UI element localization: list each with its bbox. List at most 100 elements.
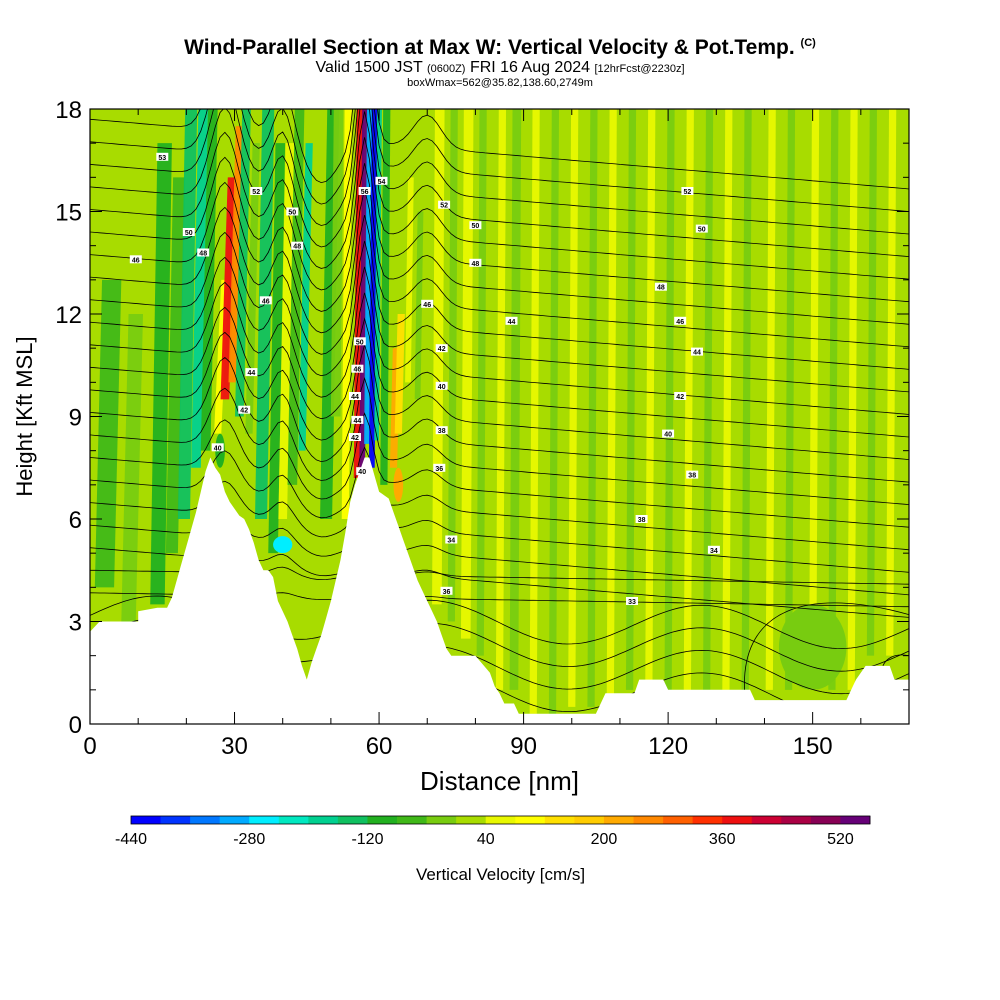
theta-label: 40 [662,429,675,439]
y-tick-label: 18 [55,97,82,124]
colorbar-swatch [810,816,841,824]
velocity-streak-45 [703,109,714,690]
theta-label: 44 [245,368,258,377]
velocity-streak-38 [568,109,579,707]
colorbar-swatch [160,816,191,824]
theta-label-text: 44 [351,394,359,401]
theta-label: 52 [438,200,451,210]
theta-label: 44 [691,347,703,357]
theta-label: 48 [469,258,482,268]
theta-label-bg [129,255,142,264]
theta-label: 52 [250,187,263,196]
theta-label-text: 48 [199,251,207,258]
velocity-streak-34 [495,109,507,690]
theta-label: 46 [351,364,364,374]
theta-label-bg [211,443,224,452]
colorbar-swatch [485,816,516,824]
theta-label-bg [695,224,708,233]
theta-label-text: 50 [472,223,480,230]
theta-label-text: 44 [354,418,362,425]
theta-label-bg [654,282,667,291]
theta-label-bg [686,470,699,479]
colorbar-swatch [249,816,280,824]
theta-contour-line [90,343,909,483]
y-tick-label: 0 [69,712,82,739]
theta-label: 48 [654,282,667,292]
theta-label-bg [358,187,371,195]
theta-contour-line [90,215,909,370]
theta-label-bg [440,586,453,595]
x-tick-label: 30 [221,733,248,760]
theta-label: 48 [197,248,210,258]
terrain-mask [90,457,909,724]
theta-label-bg [250,187,263,195]
chart-title: Wind-Parallel Section at Max W: Vertical… [184,36,816,59]
colorbar-tick-label: 200 [591,831,618,848]
theta-label: 44 [349,392,361,401]
velocity-streak-39 [587,109,598,707]
theta-label-text: 48 [293,244,301,251]
theta-label-text: 50 [288,210,296,217]
velocity-streak-43 [664,109,675,690]
velocity-streak-12 [255,109,275,519]
velocity-streak-8 [220,177,237,400]
theta-label-bg [353,337,366,346]
theta-label-text: 34 [710,548,718,555]
velocity-streak-41 [625,109,637,690]
theta-contour-line [90,111,909,280]
velocity-streak-13 [268,143,286,554]
theta-label: 50 [182,228,195,237]
velocity-streak-21 [359,109,368,468]
colorbar-swatch [515,816,546,824]
theta-label-text: 48 [472,261,480,268]
theta-label-bg [691,347,703,356]
theta-label: 42 [349,433,361,442]
theta-label-bg [375,176,388,185]
theta-label: 46 [674,316,687,326]
theta-label: 42 [674,392,687,401]
theta-label-text: 46 [132,257,140,264]
theta-label-bg [674,316,687,325]
velocity-streak-0 [94,279,122,588]
theta-label-text: 36 [435,466,443,473]
theta-label-bg [435,381,448,390]
theta-label-bg [626,597,638,605]
theta-label: 36 [433,463,446,473]
colorbar-swatch [337,816,368,824]
y-tick-label: 9 [69,405,82,432]
theta-label: 46 [129,255,142,264]
velocity-streak-19 [341,109,352,519]
velocity-streak-49 [784,109,796,690]
theta-label: 36 [440,586,453,596]
theta-label-bg [351,415,364,424]
theta-label-text: 46 [262,298,270,305]
colorbar-swatch [840,816,871,824]
theta-label-bg [435,344,448,353]
theta-label: 38 [686,470,699,480]
theta-label-bg [435,426,448,435]
theta-contour-line [90,480,909,573]
theta-label-text: 50 [356,339,364,346]
theta-label: 42 [238,405,251,415]
velocity-streak-33 [476,109,487,656]
theta-label: 40 [211,443,224,452]
theta-label: 50 [469,221,482,230]
theta-label-text: 42 [351,435,359,442]
theta-label-text: 40 [214,445,222,452]
velocity-streak-11 [245,143,260,434]
theta-label: 50 [695,224,708,234]
y-axis-label: Height [Kft MSL] [12,336,37,496]
theta-label-bg [349,433,361,441]
theta-label-text: 38 [688,473,696,480]
x-tick-label: 60 [366,733,393,760]
colorbar-label: Vertical Velocity [cm/s] [416,865,585,884]
theta-label: 40 [435,381,448,391]
theta-contour-line [90,109,909,235]
theta-label-bg [286,207,299,216]
velocity-streak-44 [683,109,694,690]
colorbar-swatch [751,816,782,824]
colorbar-swatch [219,816,250,824]
theta-contour-line [90,109,909,212]
theta-label-text: 38 [438,428,446,435]
velocity-streak-23 [368,109,378,468]
